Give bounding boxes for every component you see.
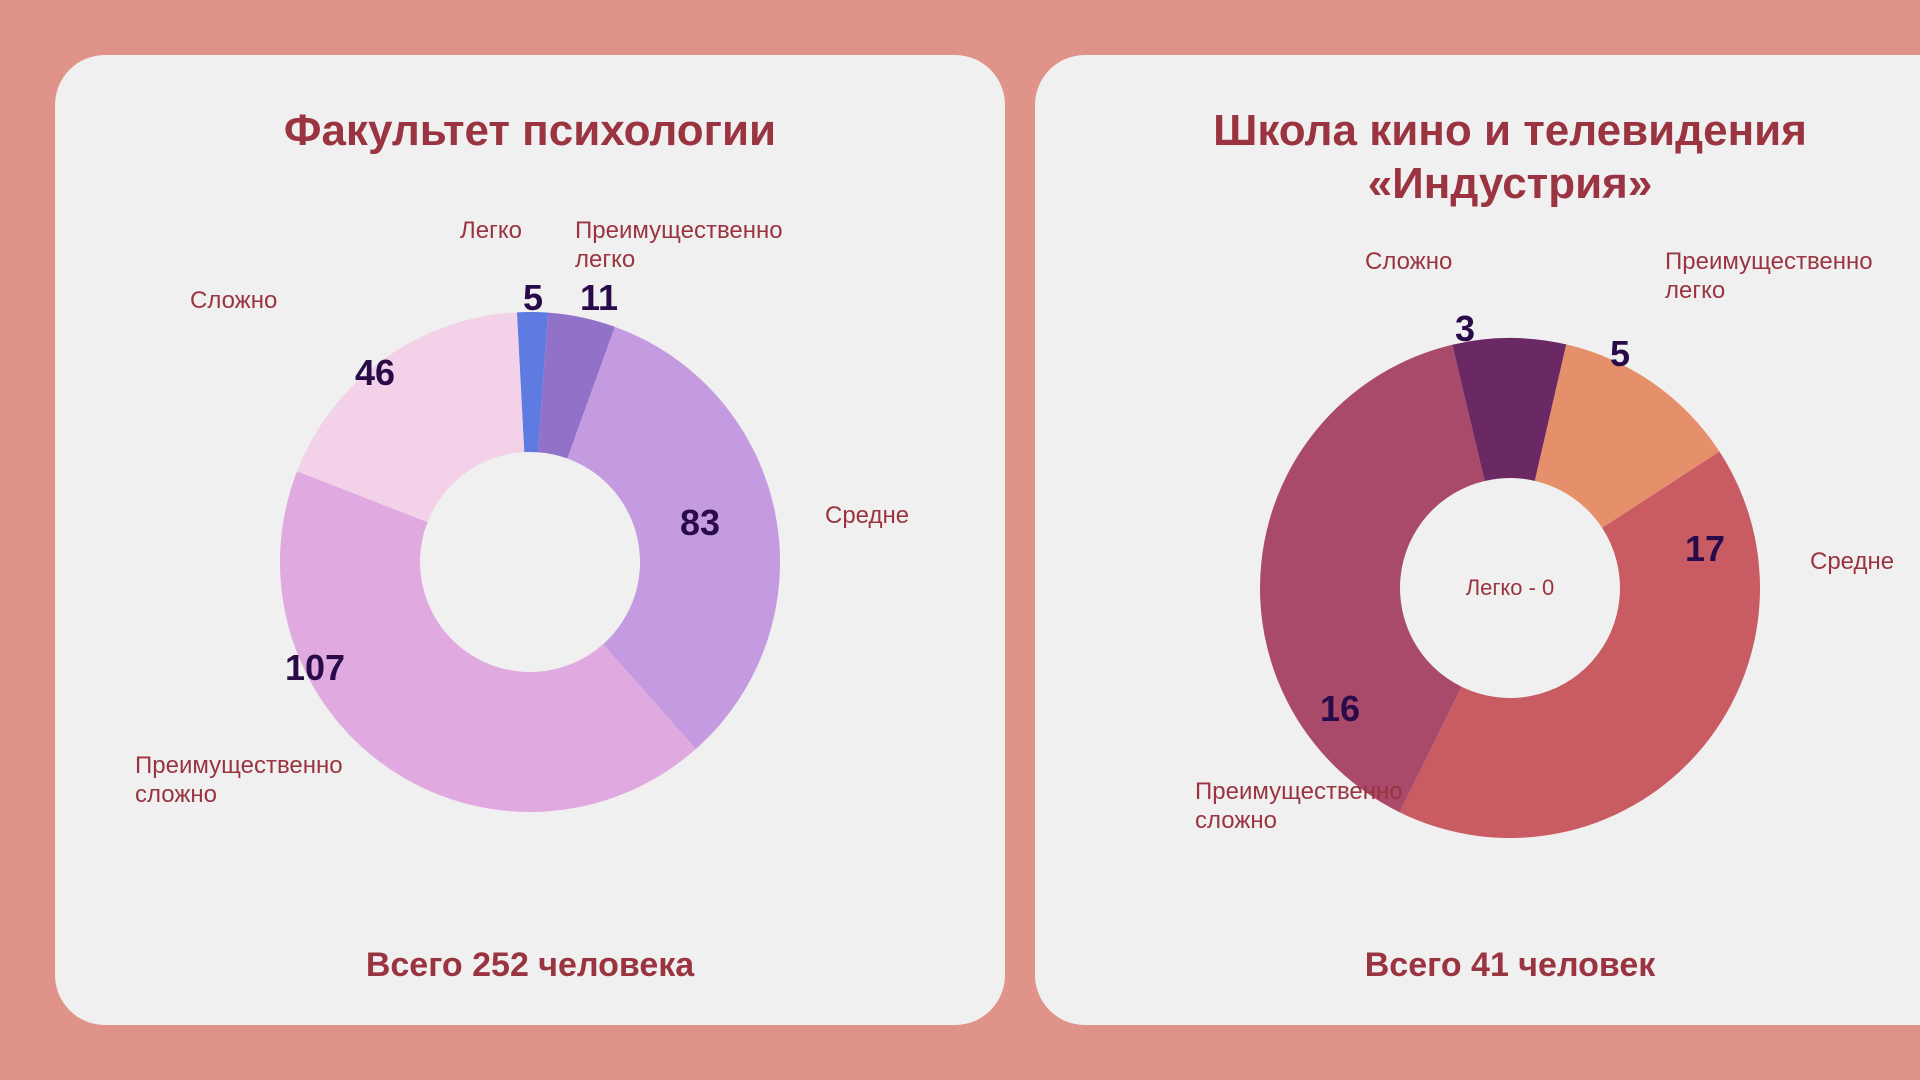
card-title-industry: Школа кино и телевидения«Индустрия» <box>1213 105 1807 211</box>
segment-label: Сложно <box>1365 248 1452 277</box>
donut-center-label: Легко - 0 <box>1466 575 1555 601</box>
card-psychology: Факультет психологии 5Легко11Преимуществ… <box>55 55 1005 1025</box>
segment-value: 16 <box>1320 688 1360 730</box>
segment-value: 3 <box>1455 308 1475 350</box>
segment-label: Преимущественносложно <box>135 752 343 810</box>
segment-label: Преимущественносложно <box>1195 778 1403 836</box>
donut-chart-industry: 5Преимущественнолегко17Средне16Преимущес… <box>1075 278 1920 878</box>
segment-value: 5 <box>1610 333 1630 375</box>
segment-label: Сложно <box>190 287 277 316</box>
card-industry: Школа кино и телевидения«Индустрия» 5 Пре… <box>1035 55 1920 1025</box>
chart-container-industry: 5 Преимущественнолегко 17 Средне 16 Преимущес… <box>1075 231 1920 926</box>
segment-value: 5 <box>523 277 543 319</box>
segment-value: 107 <box>285 647 345 689</box>
segment-label: Легко <box>460 217 522 246</box>
segment-label: Средне <box>825 502 909 531</box>
segment-value: 83 <box>680 502 720 544</box>
segment-label: Преимущественнолегко <box>1665 248 1873 306</box>
segment-label: Средне <box>1810 548 1894 577</box>
chart-container-psychology: 5 Легко 11Преимущественнолегко 83 Средне 107 П… <box>95 178 965 926</box>
card-title-psychology: Факультет психологии <box>284 105 776 158</box>
segment-value: 11 <box>580 277 618 319</box>
card-footer-psychology: Всего 252 человека <box>366 946 694 985</box>
donut-chart-psychology: 5Легко11Преимущественнолегко83Средне107П… <box>95 252 965 852</box>
donut-segment <box>1400 452 1760 839</box>
segment-label: Преимущественнолегко <box>575 217 783 275</box>
card-footer-industry: Всего 41 человек <box>1365 946 1656 985</box>
segment-value: 46 <box>355 352 395 394</box>
segment-value: 17 <box>1685 528 1725 570</box>
